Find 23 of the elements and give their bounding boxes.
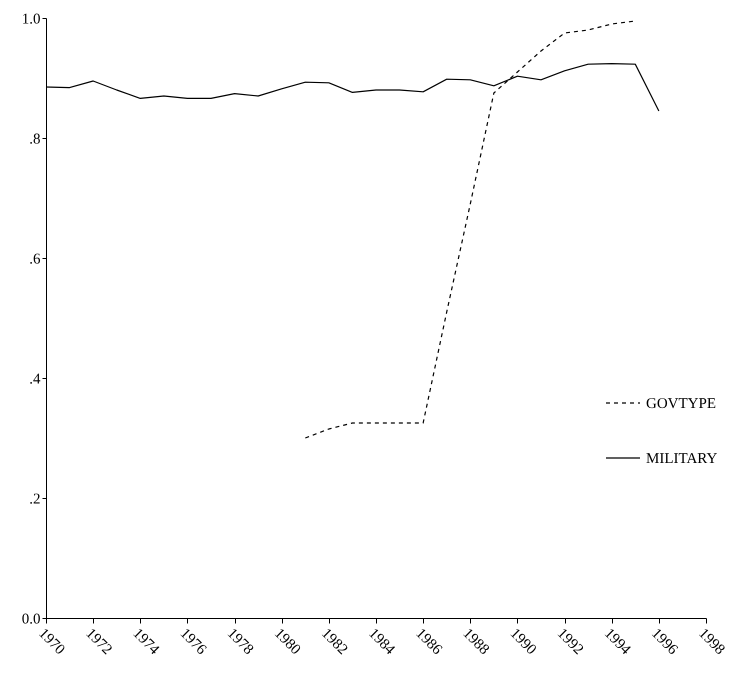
x-tick-label: 1974 xyxy=(129,626,162,658)
x-tick-label: 1978 xyxy=(224,626,256,658)
y-tick-label: .6 xyxy=(29,252,41,268)
x-tick-label: 1992 xyxy=(554,626,586,658)
x-tick-label: 1980 xyxy=(270,626,304,658)
legend-label: MILITARY xyxy=(646,451,718,467)
x-tick-label: 1994 xyxy=(600,626,634,658)
x-tick-label: 1976 xyxy=(176,626,210,658)
x-tick-label: 1988 xyxy=(459,626,492,658)
x-tick-label: 1982 xyxy=(318,626,351,658)
x-tick-label: 1986 xyxy=(412,626,446,658)
legend-label: GOVTYPE xyxy=(646,396,716,412)
x-tick-label: 1984 xyxy=(365,626,398,658)
x-tick-label: 1996 xyxy=(648,626,681,658)
y-tick-label: 0.0 xyxy=(22,612,40,628)
y-tick-label: .8 xyxy=(29,132,40,148)
y-tick-label: .4 xyxy=(29,372,41,388)
y-tick-label: 1.0 xyxy=(22,12,40,28)
x-tick-label: 1970 xyxy=(35,626,68,658)
y-tick-label: .2 xyxy=(29,492,40,508)
x-tick-label: 1990 xyxy=(506,626,540,658)
x-tick-label: 1972 xyxy=(82,626,115,658)
x-tick-label: 1998 xyxy=(695,626,728,658)
